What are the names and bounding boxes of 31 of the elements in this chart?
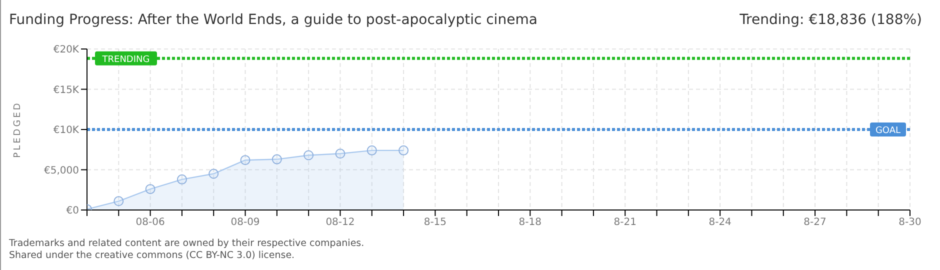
x-tick-label: 08-09 — [230, 217, 260, 228]
x-tick-label: 8-30 — [898, 217, 922, 228]
x-tick-label: 8-21 — [614, 217, 636, 228]
chart-subtitle: Trending: €18,836 (188%) — [740, 12, 922, 28]
x-tick-label: 08-12 — [326, 217, 355, 228]
text: Shared under the creative commons (CC BY-NC 3.0) license. — [9, 250, 296, 262]
y-axis-title: PLEDGED — [13, 101, 24, 158]
point — [272, 154, 282, 164]
point — [176, 174, 187, 184]
ref-line-label: GOAL — [875, 126, 901, 136]
point — [240, 155, 250, 166]
point — [398, 145, 409, 156]
x-tick-label: 8-18 — [518, 217, 542, 228]
x-tick-label: 08-06 — [136, 217, 165, 228]
point — [304, 150, 314, 160]
y-tick-label: €20K — [53, 44, 80, 56]
point — [208, 168, 219, 179]
point — [335, 148, 346, 159]
y-tick-label: €0 — [66, 206, 79, 217]
y-tick-label: €5,000 — [44, 165, 79, 176]
chart-title: Funding Progress: After the World Ends, a guide to post-apocalyptic cinema — [9, 12, 538, 28]
point — [145, 184, 156, 194]
x-tick-label: 8-27 — [804, 217, 826, 228]
y-tick-label: €15K — [53, 84, 80, 96]
x-tick-label: 8-15 — [424, 217, 447, 228]
y-tick-label: €10K — [53, 125, 80, 136]
ref-line-label: TRENDING — [101, 54, 150, 65]
x-tick-label: 8-24 — [708, 217, 732, 228]
point — [114, 196, 124, 206]
point — [366, 145, 377, 156]
text: Trademarks and related content are owned by their respective companies. — [9, 238, 364, 250]
